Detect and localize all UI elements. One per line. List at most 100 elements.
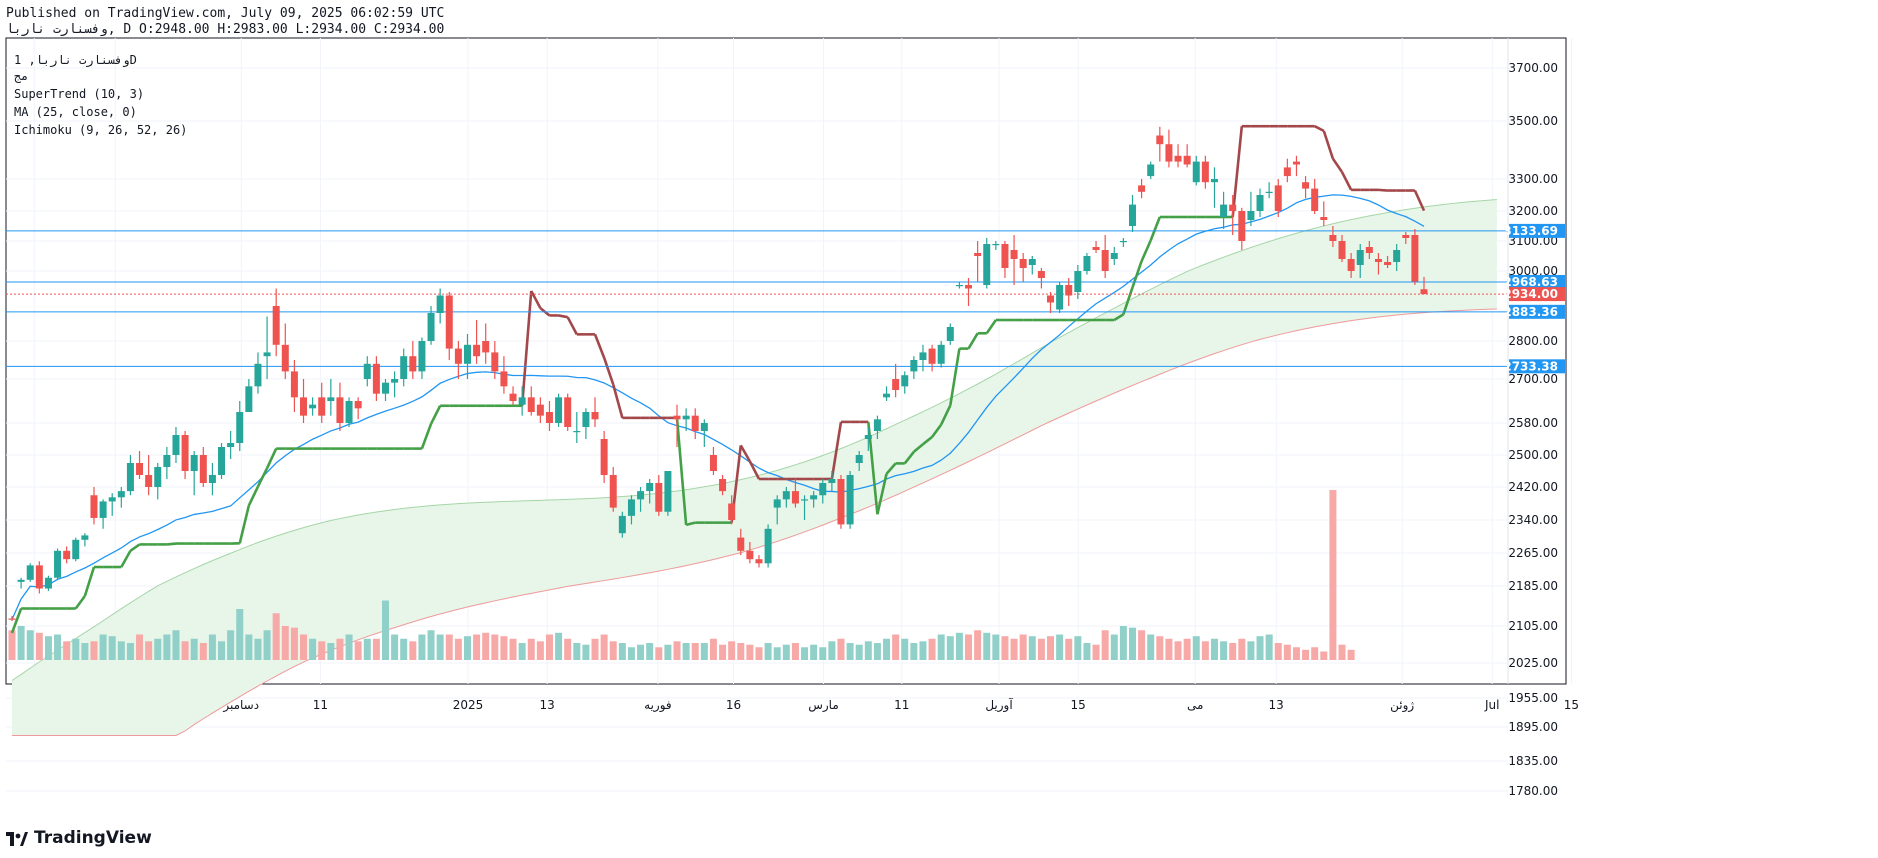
volume-bar <box>937 634 945 660</box>
supertrend-segment <box>566 316 578 335</box>
supertrend-segment <box>985 319 997 335</box>
supertrend-segment <box>83 566 96 597</box>
candle-body <box>1019 259 1027 268</box>
volume-bar <box>409 641 417 660</box>
ichimoku-span-a <box>11 199 1497 681</box>
volume-bar <box>8 630 16 660</box>
candle-body <box>54 550 62 578</box>
candle-body <box>72 539 80 560</box>
candle-body <box>600 439 608 475</box>
candle-body <box>381 382 389 394</box>
candle-body <box>545 412 553 423</box>
volume-bar <box>545 634 553 660</box>
volume-bar <box>1119 626 1127 660</box>
legend-ma[interactable]: MA (25, close, 0) <box>14 105 137 119</box>
candle-body <box>573 431 581 433</box>
candle-body <box>1247 211 1255 220</box>
volume-bar <box>819 647 827 660</box>
volume-bar <box>746 644 754 660</box>
supertrend-segment <box>685 521 696 527</box>
candle-body <box>372 363 380 394</box>
candle-body <box>327 397 335 401</box>
candle-body <box>454 348 462 364</box>
published-caption: Published on TradingView.com, July 09, 2… <box>6 6 445 21</box>
tradingview-logo[interactable]: TradingView <box>6 828 152 848</box>
x-tick-label: Jul <box>1484 698 1499 712</box>
legend-ichimoku[interactable]: Ichimoku (9, 26, 52, 26) <box>14 123 188 137</box>
candle-body <box>719 479 727 492</box>
volume-bar <box>126 643 134 660</box>
volume-bar <box>454 638 462 660</box>
volume-bar <box>1274 643 1282 660</box>
volume-bar <box>181 641 189 660</box>
price-badge <box>1509 359 1565 374</box>
supertrend-segment <box>238 505 251 544</box>
candle-body <box>1338 241 1346 259</box>
tradingview-logo-icon <box>6 831 28 846</box>
volume-bar <box>801 647 809 660</box>
candle-body <box>700 423 708 431</box>
price-badge <box>1509 287 1565 302</box>
volume-bar <box>436 634 444 660</box>
volume-bar <box>983 632 991 660</box>
candle-body <box>1229 204 1237 211</box>
volume-bar <box>1229 643 1237 660</box>
candle-body <box>819 483 827 496</box>
candle-body <box>618 515 626 534</box>
volume-bar <box>372 638 380 660</box>
supertrend-segment <box>940 404 952 426</box>
candle-body <box>910 360 918 372</box>
volume-bar <box>99 634 107 660</box>
volume-bar <box>336 638 344 660</box>
legend-symbol[interactable]: وفسنارت ناربا, 1D <box>14 53 137 67</box>
supertrend-segment <box>520 290 533 406</box>
candle-body <box>1347 259 1355 271</box>
volume-bar <box>1156 636 1164 660</box>
supertrend-segment <box>611 384 624 419</box>
candle-body <box>44 577 52 589</box>
candle-body <box>400 356 408 379</box>
x-tick-label: 15 <box>1564 698 1579 712</box>
x-tick-label: ژوئن <box>1390 698 1414 713</box>
candle-body <box>163 455 171 467</box>
candle-body <box>883 393 891 398</box>
candle-body <box>901 375 909 387</box>
candle-body <box>1274 185 1282 211</box>
volume-bar <box>1047 636 1055 660</box>
candle-body <box>801 499 809 501</box>
price-badge-label: 3133.69 <box>1503 224 1558 238</box>
candle-body <box>1010 250 1018 259</box>
supertrend-segment <box>922 435 933 446</box>
candle-body <box>391 379 399 383</box>
y-tick-label: 3500.00 <box>1508 114 1558 128</box>
candle-body <box>1265 191 1273 193</box>
volume-bar <box>227 630 235 660</box>
volume-bar <box>1347 649 1355 660</box>
candle-body <box>591 412 599 420</box>
candle-body <box>1210 179 1218 183</box>
price-badge-label: 2733.38 <box>1503 359 1558 373</box>
candle-body <box>300 397 308 416</box>
supertrend-segment <box>593 333 606 359</box>
ohlc-caption: وفسنارت ناربا, D O:2948.00 H:2983.00 L:2… <box>6 22 445 37</box>
candle-body <box>254 363 262 387</box>
volume-bar <box>883 638 891 660</box>
candle-body <box>17 579 25 582</box>
candle-body <box>117 491 125 498</box>
candle-body <box>1365 247 1373 253</box>
supertrend-segment <box>558 314 568 319</box>
price-badge-label: 2934.00 <box>1503 287 1558 301</box>
candle-body <box>63 550 71 560</box>
candle-body <box>782 491 790 500</box>
candle-body <box>691 415 699 431</box>
volume-bar <box>564 638 572 660</box>
volume-bar <box>391 634 399 660</box>
legend-supertrend[interactable]: SuperTrend (10, 3) <box>14 87 145 101</box>
y-tick-label: 3700.00 <box>1508 61 1558 75</box>
volume-bar <box>673 641 681 660</box>
supertrend-segment <box>1314 125 1325 133</box>
candle-body <box>627 499 635 516</box>
supertrend-segment <box>129 543 141 552</box>
supertrend-segment <box>1378 188 1388 192</box>
